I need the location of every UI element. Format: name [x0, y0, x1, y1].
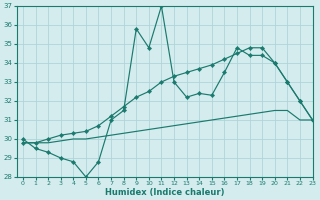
- X-axis label: Humidex (Indice chaleur): Humidex (Indice chaleur): [105, 188, 224, 197]
